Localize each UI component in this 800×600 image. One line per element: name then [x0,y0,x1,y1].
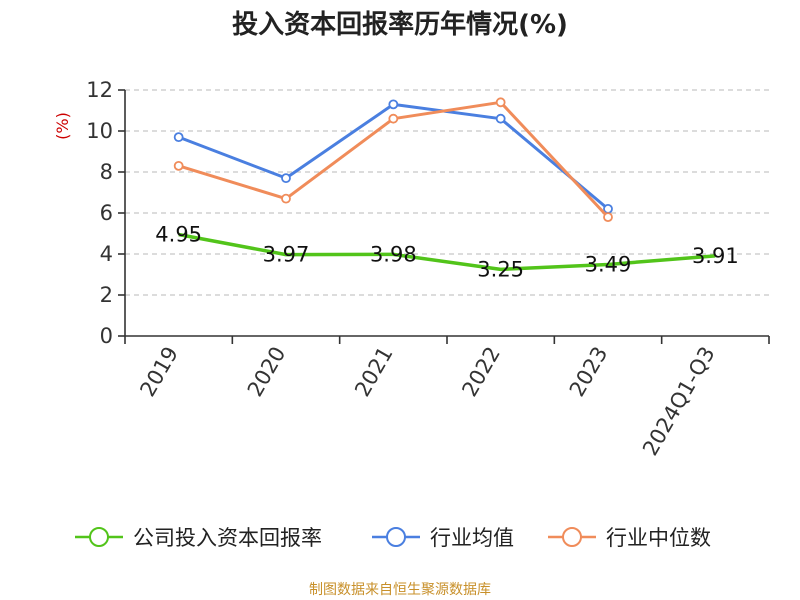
y-tick-label: 0 [100,324,113,348]
y-tick-label: 8 [100,160,113,184]
axes: 0 2 4 6 8 10 12 2019 2020 2021 2022 2023 2024Q1-Q3 [86,78,770,460]
x-tick-label: 2019 [135,343,183,401]
y-tick-label: 6 [100,201,113,225]
series-line [178,232,716,272]
data-point [603,212,613,223]
data-point [388,99,399,110]
data-label: 3.49 [585,252,632,276]
data-point [173,160,184,171]
y-tick-label: 4 [100,242,113,266]
data-point [173,132,184,143]
data-label: 3.97 [263,243,310,267]
data-label: 4.95 [155,223,202,247]
data-point [388,113,399,124]
data-label: 3.91 [692,244,739,268]
x-tick-label: 2021 [350,343,398,401]
x-tick-label: 2020 [243,343,291,401]
y-tick-label: 12 [86,78,113,102]
data-labels: 4.95 3.97 3.98 3.25 3.49 3.91 [155,223,738,282]
legend-label: 公司投入资本回报率 [133,526,322,550]
legend-marker [386,527,406,547]
gridlines [125,89,769,296]
legend-marker [562,527,582,547]
data-point [281,193,291,204]
y-axis-label: (%) [53,112,72,140]
legend-label: 行业均值 [430,526,514,550]
y-tick-label: 2 [100,283,113,307]
x-tick-label: 2024Q1-Q3 [638,343,720,460]
x-tick-label: 2022 [457,342,505,400]
source-note: 制图数据来自恒生聚源数据库 [309,582,491,598]
legend: 公司投入资本回报率 行业均值 行业中位数 [75,526,711,550]
data-point [495,97,506,108]
y-tick-label: 10 [86,119,113,143]
legend-marker [89,527,109,547]
data-label: 3.25 [477,257,524,281]
x-tick-label: 2023 [565,343,613,401]
data-point [495,113,506,124]
series [173,97,716,272]
legend-label: 行业中位数 [606,526,711,550]
chart-title: 投入资本回报率历年情况(%) [232,9,568,40]
data-point [281,173,291,184]
data-label: 3.98 [370,242,417,266]
data-point [603,203,613,214]
